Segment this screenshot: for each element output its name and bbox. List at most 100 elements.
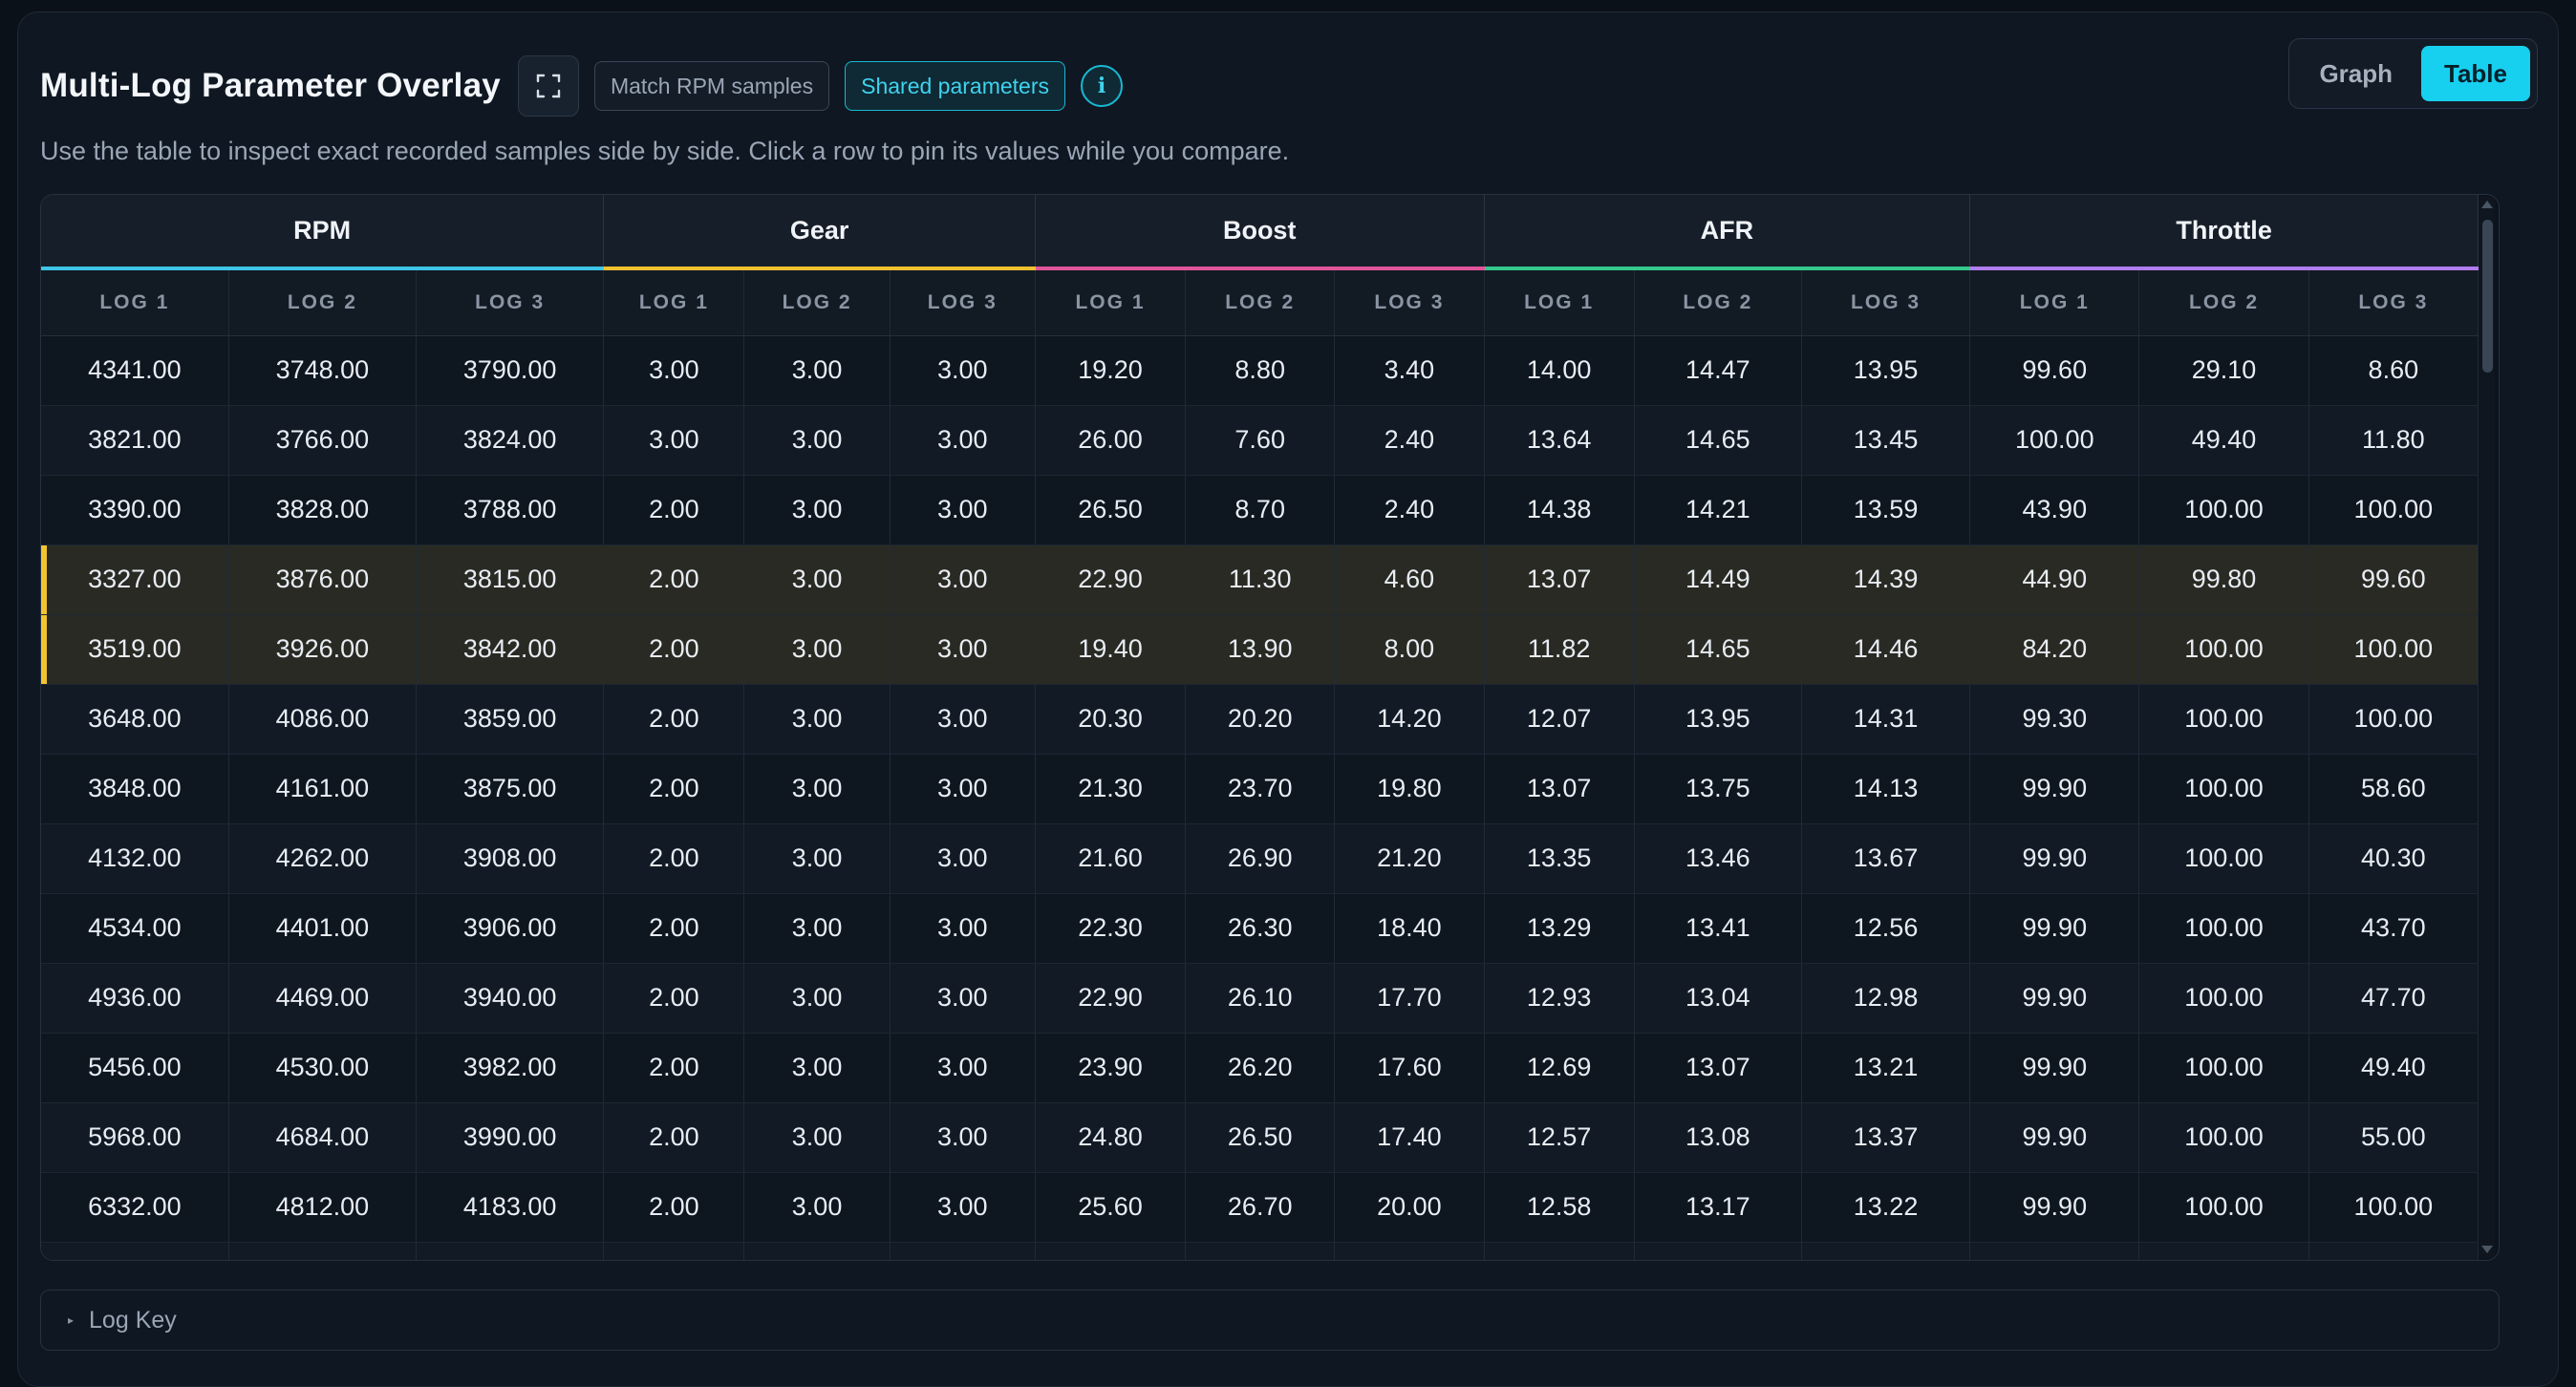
table-cell: 13.22 bbox=[1801, 1172, 1971, 1243]
table-cell: 3.00 bbox=[743, 963, 891, 1034]
table-cell: 2.00 bbox=[603, 475, 745, 545]
table-row[interactable]: 3327.00 3876.00 3815.00 2.00 3.00 3.00 22.90 11… bbox=[41, 544, 2479, 615]
table-cell: 3906.00 bbox=[416, 893, 605, 964]
log-column-header[interactable]: LOG 1 bbox=[41, 268, 229, 336]
table-cell: 3.00 bbox=[890, 1172, 1036, 1243]
table-row[interactable]: 4534.00 4401.00 3906.00 2.00 3.00 3.00 22.30 26… bbox=[41, 893, 2479, 964]
table-cell: 13.04 bbox=[1634, 963, 1802, 1034]
log-column-header[interactable]: LOG 2 bbox=[1185, 268, 1336, 336]
table-row[interactable]: 4341.00 3748.00 3790.00 3.00 3.00 3.00 19.20 8.… bbox=[41, 335, 2479, 406]
table-cell: 49.40 bbox=[2308, 1033, 2479, 1103]
table-cell: 3.00 bbox=[890, 405, 1036, 476]
table-cell: 100.00 bbox=[2138, 614, 2309, 685]
table-cell: 100.00 bbox=[1969, 405, 2140, 476]
table-cell: 4161.00 bbox=[228, 754, 418, 824]
log-column-header[interactable]: LOG 2 bbox=[1634, 268, 1802, 336]
table-row[interactable]: 3648.00 4086.00 3859.00 2.00 3.00 3.00 20.30 20… bbox=[41, 684, 2479, 755]
match-rpm-button[interactable]: Match RPM samples bbox=[593, 61, 830, 111]
table-scrollbar[interactable] bbox=[2479, 197, 2495, 1257]
table-cell: 3.40 bbox=[1334, 335, 1485, 406]
table-cell: 26.10 bbox=[1185, 963, 1336, 1034]
table-cell: 2.00 bbox=[603, 893, 745, 964]
table-cell: 13.17 bbox=[1634, 1172, 1802, 1243]
table-cell: 13.37 bbox=[1801, 1102, 1971, 1173]
table-cell: 14.00 bbox=[1484, 335, 1635, 406]
table-cell: 2.00 bbox=[603, 1033, 745, 1103]
log-column-header[interactable]: LOG 3 bbox=[1334, 268, 1485, 336]
table-cell: 99.90 bbox=[1969, 823, 2140, 894]
scroll-up-arrow-icon[interactable] bbox=[2481, 201, 2493, 208]
table-cell: 11.30 bbox=[1185, 544, 1336, 615]
table-cell: 2.00 bbox=[603, 684, 745, 755]
table-cell: 13.59 bbox=[1801, 475, 1971, 545]
log-column-header[interactable]: LOG 3 bbox=[1801, 268, 1971, 336]
header: Multi-Log Parameter Overlay Match RPM sa… bbox=[40, 48, 1123, 124]
table-cell: 3327.00 bbox=[41, 544, 229, 615]
log-column-header[interactable]: LOG 1 bbox=[1969, 268, 2140, 336]
table-cell: 13.07 bbox=[1484, 544, 1635, 615]
table-row[interactable]: 4936.00 4469.00 3940.00 2.00 3.00 3.00 22.90 26… bbox=[41, 963, 2479, 1034]
table-cell: 3.00 bbox=[743, 684, 891, 755]
table-cell: 4.60 bbox=[1334, 544, 1485, 615]
table-cell: 55.00 bbox=[2308, 1102, 2479, 1173]
table-row[interactable]: 5456.00 4530.00 3982.00 2.00 3.00 3.00 23.90 26… bbox=[41, 1033, 2479, 1103]
table-row[interactable]: 4132.00 4262.00 3908.00 2.00 3.00 3.00 21.60 26… bbox=[41, 823, 2479, 894]
table-cell: 99.60 bbox=[2308, 544, 2479, 615]
scroll-thumb[interactable] bbox=[2482, 220, 2493, 373]
table-cell: 13.45 bbox=[1801, 405, 1971, 476]
scroll-down-arrow-icon[interactable] bbox=[2481, 1246, 2493, 1253]
log-column-header[interactable]: LOG 1 bbox=[1035, 268, 1187, 336]
table-cell: 20.30 bbox=[1035, 684, 1187, 755]
table-cell: 13.90 bbox=[1185, 614, 1336, 685]
table-tab[interactable]: Table bbox=[2421, 46, 2530, 101]
table-cell: 3.00 bbox=[743, 1172, 891, 1243]
log-key-disclosure[interactable]: ▸ Log Key bbox=[40, 1290, 2500, 1351]
log-column-header[interactable]: LOG 3 bbox=[890, 268, 1036, 336]
table-cell: 5968.00 bbox=[41, 1102, 229, 1173]
log-column-header[interactable]: LOG 3 bbox=[2308, 268, 2479, 336]
table-cell bbox=[2138, 1242, 2309, 1260]
log-column-header[interactable]: LOG 2 bbox=[2138, 268, 2309, 336]
table-row[interactable]: 6332.00 4812.00 4183.00 2.00 3.00 3.00 25.60 26… bbox=[41, 1172, 2479, 1243]
fullscreen-button[interactable] bbox=[517, 55, 579, 117]
graph-tab[interactable]: Graph bbox=[2319, 58, 2394, 88]
table-row[interactable]: 3519.00 3926.00 3842.00 2.00 3.00 3.00 19.40 13… bbox=[41, 614, 2479, 685]
table-cell: 20.00 bbox=[1334, 1172, 1485, 1243]
log-column-header[interactable]: LOG 2 bbox=[228, 268, 418, 336]
table-row[interactable]: 5968.00 4684.00 3990.00 2.00 3.00 3.00 24.80 26… bbox=[41, 1102, 2479, 1173]
table-cell bbox=[1969, 1242, 2140, 1260]
disclosure-caret-icon: ▸ bbox=[68, 1313, 75, 1327]
log-column-header[interactable]: LOG 3 bbox=[416, 268, 605, 336]
info-button[interactable]: i bbox=[1081, 65, 1123, 107]
table-cell: 100.00 bbox=[2308, 614, 2479, 685]
table-cell: 4183.00 bbox=[416, 1172, 605, 1243]
table-cell: 100.00 bbox=[2138, 475, 2309, 545]
table-cell: 4401.00 bbox=[228, 893, 418, 964]
table-row[interactable] bbox=[41, 1242, 2479, 1260]
table-cell: 3.00 bbox=[603, 335, 745, 406]
shared-parameters-button[interactable]: Shared parameters bbox=[845, 61, 1065, 111]
table-cell: 17.40 bbox=[1334, 1102, 1485, 1173]
fullscreen-icon bbox=[536, 74, 561, 98]
table-cell: 26.90 bbox=[1185, 823, 1336, 894]
table-cell: 3.00 bbox=[743, 1102, 891, 1173]
table-cell: 4936.00 bbox=[41, 963, 229, 1034]
table-cell: 100.00 bbox=[2138, 1102, 2309, 1173]
table-row[interactable]: 3848.00 4161.00 3875.00 2.00 3.00 3.00 21.30 23… bbox=[41, 754, 2479, 824]
table-cell: 13.21 bbox=[1801, 1033, 1971, 1103]
table-cell: 3519.00 bbox=[41, 614, 229, 685]
table-row[interactable]: 3821.00 3766.00 3824.00 3.00 3.00 3.00 26.00 7.… bbox=[41, 405, 2479, 476]
table-cell: 5456.00 bbox=[41, 1033, 229, 1103]
table-cell: 26.20 bbox=[1185, 1033, 1336, 1103]
table-row[interactable]: 3390.00 3828.00 3788.00 2.00 3.00 3.00 26.50 8.… bbox=[41, 475, 2479, 545]
log-column-header[interactable]: LOG 1 bbox=[603, 268, 745, 336]
table-cell: 2.40 bbox=[1334, 405, 1485, 476]
table-cell bbox=[2308, 1242, 2479, 1260]
table-cell bbox=[743, 1242, 891, 1260]
log-column-header[interactable]: LOG 2 bbox=[743, 268, 891, 336]
table-cell: 13.64 bbox=[1484, 405, 1635, 476]
log-column-header[interactable]: LOG 1 bbox=[1484, 268, 1635, 336]
table-cell: 2.00 bbox=[603, 823, 745, 894]
table-cell: 4812.00 bbox=[228, 1172, 418, 1243]
